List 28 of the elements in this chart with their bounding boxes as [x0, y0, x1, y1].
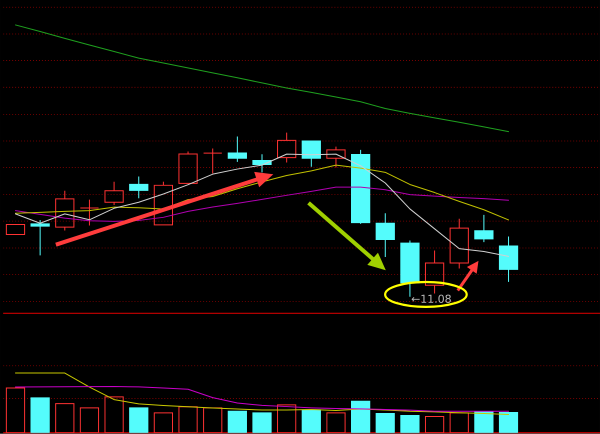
bar — [424, 416, 444, 433]
candlestick — [424, 250, 444, 294]
bar — [203, 407, 222, 433]
candlestick — [376, 212, 395, 258]
candlestick — [498, 236, 518, 282]
candlestick — [302, 140, 321, 168]
candlestick — [55, 190, 74, 232]
bar — [80, 407, 100, 433]
bar — [6, 388, 26, 433]
annotation: ←11.08 — [412, 294, 451, 304]
candlestick — [474, 214, 494, 243]
candlestick — [104, 181, 124, 206]
candlestick — [228, 136, 247, 162]
candlestick — [203, 148, 222, 174]
bar — [326, 412, 346, 433]
bar — [450, 412, 469, 433]
bar — [104, 396, 124, 433]
bar — [154, 412, 174, 433]
candlestick — [129, 176, 148, 199]
candlestick — [326, 146, 346, 168]
bar — [277, 404, 296, 433]
candlestick — [154, 181, 174, 226]
candlestick — [277, 132, 296, 164]
candlestick — [30, 220, 50, 256]
bar — [178, 406, 198, 433]
candlestick — [450, 218, 469, 270]
candlestick — [80, 199, 100, 226]
bar — [55, 403, 74, 433]
